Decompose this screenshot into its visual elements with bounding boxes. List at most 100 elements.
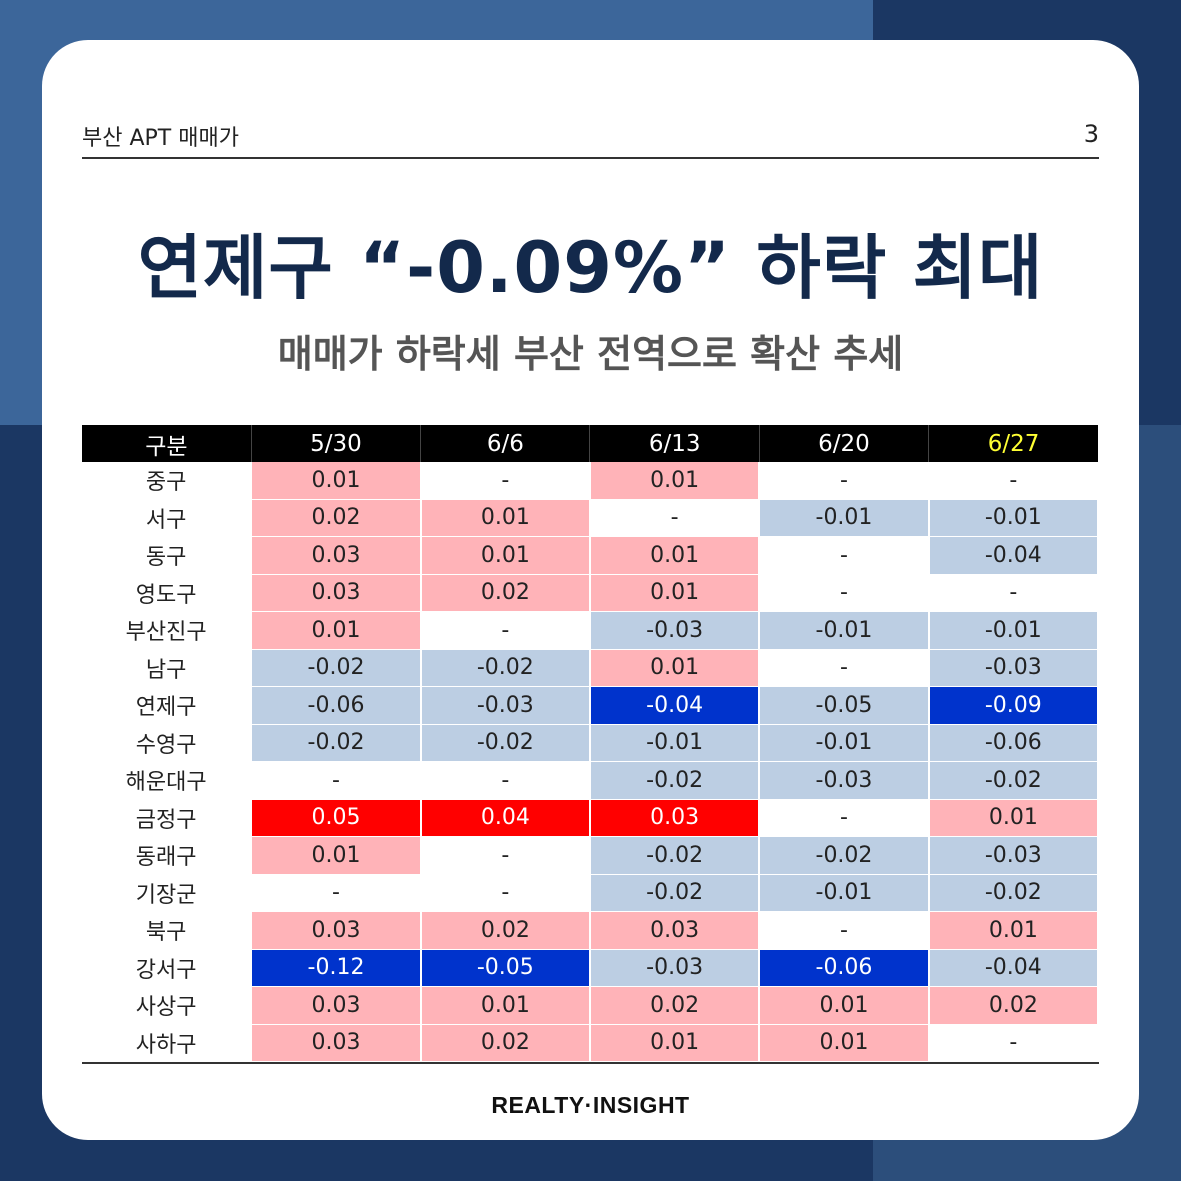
change-value-cell: - <box>251 761 422 800</box>
change-value-cell: - <box>420 836 591 875</box>
column-header-district: 구분 <box>82 425 252 462</box>
change-value-cell: -0.03 <box>420 686 591 725</box>
change-value-cell: 0.04 <box>420 799 591 837</box>
district-name: 동구 <box>82 536 253 575</box>
change-value-cell: 0.01 <box>589 536 761 575</box>
change-value-cell: - <box>928 1024 1100 1062</box>
change-value-cell: -0.01 <box>928 499 1100 537</box>
change-value-cell: 0.03 <box>251 574 422 612</box>
section-label: 부산 APT 매매가 <box>82 126 239 151</box>
district-name: 금정구 <box>82 799 253 837</box>
change-value-cell: -0.01 <box>928 611 1100 650</box>
change-value-cell: -0.02 <box>589 836 761 875</box>
table-bottom-divider <box>82 1062 1099 1064</box>
change-value-cell: - <box>251 874 422 912</box>
district-name: 사상구 <box>82 986 253 1025</box>
table-row: 동래구 0.01- -0.02 -0.02 -0.03 <box>82 836 1100 875</box>
page-number: 3 <box>1083 120 1099 148</box>
table-row: 영도구 0.03 0.02 0.01- - <box>82 574 1100 612</box>
change-value-cell: -0.01 <box>759 874 930 912</box>
district-name: 사하구 <box>82 1024 253 1062</box>
change-value-cell: - <box>759 799 930 837</box>
change-value-cell: -0.01 <box>589 724 761 762</box>
table-row: 수영구 -0.02 -0.02 -0.01 -0.01 -0.06 <box>82 724 1100 762</box>
table-row: 연제구 -0.06 -0.03 -0.04 -0.05 -0.09 <box>82 686 1100 725</box>
change-value-cell: 0.01 <box>928 799 1100 837</box>
district-name: 중구 <box>82 462 253 500</box>
district-name: 동래구 <box>82 836 253 875</box>
table-body: 중구 0.01-0.01- - 서구 0.02 0.01- -0.01 -0.01 동구 0.03… <box>82 462 1100 1062</box>
table-row: 사상구 0.03 0.01 0.02 0.01 0.02 <box>82 986 1100 1025</box>
change-value-cell: -0.06 <box>759 949 930 987</box>
change-value-cell: -0.02 <box>928 874 1100 912</box>
change-value-cell: -0.04 <box>928 949 1100 987</box>
change-value-cell: -0.04 <box>589 686 761 725</box>
change-value-cell: 0.02 <box>420 1024 591 1062</box>
change-value-cell: 0.02 <box>251 499 422 537</box>
change-value-cell: -0.02 <box>759 836 930 875</box>
change-value-cell: -0.05 <box>759 686 930 725</box>
change-value-cell: -0.03 <box>928 649 1100 687</box>
change-value-cell: -0.03 <box>759 761 930 800</box>
change-value-cell: 0.01 <box>589 1024 761 1062</box>
change-value-cell: 0.02 <box>420 574 591 612</box>
change-value-cell: 0.01 <box>420 499 591 537</box>
district-name: 해운대구 <box>82 761 253 800</box>
change-value-cell: -0.01 <box>759 499 930 537</box>
table-row: 부산진구 0.01- -0.03 -0.01 -0.01 <box>82 611 1100 650</box>
change-value-cell: - <box>759 911 930 950</box>
change-value-cell: 0.02 <box>589 986 761 1025</box>
column-header-date: 5/30 <box>251 425 422 462</box>
table-header-row: 구분 5/30 6/6 6/13 6/20 6/27 <box>82 425 1098 462</box>
district-name: 부산진구 <box>82 611 253 650</box>
change-value-cell: 0.01 <box>589 574 761 612</box>
table-row: 동구 0.03 0.01 0.01- -0.04 <box>82 536 1100 575</box>
change-value-cell: - <box>759 649 930 687</box>
change-value-cell: 0.01 <box>251 836 422 875</box>
district-name: 남구 <box>82 649 253 687</box>
column-header-date: 6/6 <box>420 425 591 462</box>
change-value-cell: -0.03 <box>928 836 1100 875</box>
change-value-cell: 0.01 <box>759 1024 930 1062</box>
change-value-cell: -0.09 <box>928 686 1100 725</box>
change-value-cell: -0.01 <box>759 724 930 762</box>
table-row: 북구 0.03 0.02 0.03-0.01 <box>82 911 1100 950</box>
change-value-cell: -0.03 <box>589 611 761 650</box>
change-value-cell: 0.05 <box>251 799 422 837</box>
header-divider <box>82 157 1099 159</box>
change-value-cell: -0.02 <box>251 649 422 687</box>
change-value-cell: 0.03 <box>251 1024 422 1062</box>
table-row: 중구 0.01-0.01- - <box>82 462 1100 500</box>
table-row: 해운대구 - - -0.02 -0.03 -0.02 <box>82 761 1100 800</box>
price-change-table: 구분 5/30 6/6 6/13 6/20 6/27 중구 0.01-0.01- - 서구 0.0… <box>82 425 1100 1062</box>
column-header-date: 6/27 <box>928 425 1098 462</box>
change-value-cell: - <box>759 574 930 612</box>
change-value-cell: - <box>589 499 761 537</box>
change-value-cell: -0.02 <box>589 761 761 800</box>
page-title: 연제구 “-0.09%” 하락 최대 <box>137 227 1044 309</box>
change-value-cell: -0.02 <box>589 874 761 912</box>
change-value-cell: - <box>420 611 591 650</box>
change-value-cell: - <box>420 462 591 500</box>
district-name: 강서구 <box>82 949 253 987</box>
change-value-cell: 0.03 <box>251 536 422 575</box>
change-value-cell: -0.01 <box>759 611 930 650</box>
district-name: 서구 <box>82 499 253 537</box>
table-row: 기장군 - - -0.02 -0.01 -0.02 <box>82 874 1100 912</box>
change-value-cell: - <box>759 536 930 575</box>
table-row: 금정구 0.05 0.04 0.03-0.01 <box>82 799 1100 837</box>
column-header-date: 6/20 <box>759 425 930 462</box>
price-change-table-container: 구분 5/30 6/6 6/13 6/20 6/27 중구 0.01-0.01- - 서구 0.0… <box>82 425 1100 1064</box>
district-name: 기장군 <box>82 874 253 912</box>
change-value-cell: 0.03 <box>589 911 761 950</box>
district-name: 연제구 <box>82 686 253 725</box>
table-row: 남구 -0.02 -0.02 0.01- -0.03 <box>82 649 1100 687</box>
change-value-cell: -0.02 <box>928 761 1100 800</box>
change-value-cell: -0.12 <box>251 949 422 987</box>
page-subtitle: 매매가 하락세 부산 전역으로 확산 추세 <box>277 332 904 376</box>
change-value-cell: 0.01 <box>759 986 930 1025</box>
change-value-cell: 0.01 <box>589 649 761 687</box>
district-name: 북구 <box>82 911 253 950</box>
change-value-cell: 0.01 <box>420 986 591 1025</box>
change-value-cell: -0.03 <box>589 949 761 987</box>
